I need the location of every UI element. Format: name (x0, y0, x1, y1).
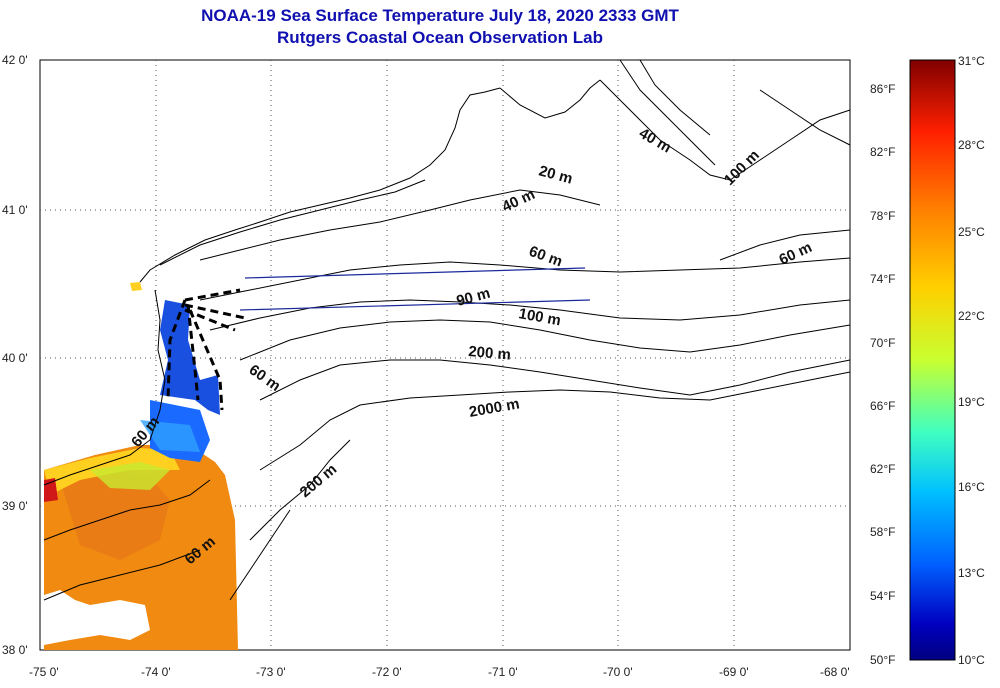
map-title: NOAA-19 Sea Surface Temperature July 18,… (201, 6, 679, 25)
colorbar-c-label: 22°C (958, 309, 985, 323)
colorbar: 86°F 82°F 78°F 74°F 70°F 66°F 62°F 58°F … (870, 54, 985, 667)
longitude-axis: -75 0' -74 0' -73 0' -72 0' -71 0' -70 0… (29, 665, 850, 679)
contour-label: 200 m (468, 343, 512, 364)
colorbar-c-label: 28°C (958, 138, 985, 152)
colorbar-c-label: 19°C (958, 395, 985, 409)
lon-tick: -72 0' (372, 665, 402, 679)
colorbar-c-label: 16°C (958, 480, 985, 494)
colorbar-f-label: 54°F (870, 589, 895, 603)
lon-tick: -70 0' (603, 665, 633, 679)
lon-tick: -73 0' (256, 665, 286, 679)
colorbar-f-label: 62°F (870, 462, 895, 476)
lon-tick: -71 0' (488, 665, 518, 679)
lon-tick: -69 0' (719, 665, 749, 679)
lat-tick: 40 0' (2, 351, 28, 365)
coastline (43, 59, 851, 601)
lon-tick: -68 0' (820, 665, 850, 679)
glider-tracks (166, 288, 246, 411)
colorbar-f-label: 50°F (870, 653, 895, 667)
colorbar-c-label: 10°C (958, 653, 985, 667)
lat-tick: 41 0' (2, 203, 28, 217)
colorbar-c-label: 31°C (958, 54, 985, 68)
colorbar-fahrenheit-labels: 86°F 82°F 78°F 74°F 70°F 66°F 62°F 58°F … (870, 82, 895, 667)
colorbar-c-label: 25°C (958, 225, 985, 239)
colorbar-f-label: 70°F (870, 336, 895, 350)
lat-tick: 38 0' (2, 643, 28, 657)
colorbar-f-label: 66°F (870, 399, 895, 413)
colorbar-f-label: 82°F (870, 145, 895, 159)
colorbar-f-label: 78°F (870, 209, 895, 223)
colorbar-c-label: 13°C (958, 566, 985, 580)
lat-tick: 42 0' (2, 53, 28, 67)
lat-tick: 39 0' (2, 499, 28, 513)
latitude-axis: 42 0' 41 0' 40 0' 39 0' 38 0' (2, 53, 28, 657)
lon-tick: -75 0' (29, 665, 59, 679)
colorbar-f-label: 74°F (870, 272, 895, 286)
colorbar-celsius-labels: 31°C 28°C 25°C 22°C 19°C 16°C 13°C 10°C (958, 54, 985, 667)
map-subtitle: Rutgers Coastal Ocean Observation Lab (277, 28, 603, 47)
transect-lines (239, 267, 591, 311)
colorbar-f-label: 58°F (870, 525, 895, 539)
colorbar-gradient (909, 59, 956, 661)
lon-tick: -74 0' (141, 665, 171, 679)
colorbar-f-label: 86°F (870, 82, 895, 96)
